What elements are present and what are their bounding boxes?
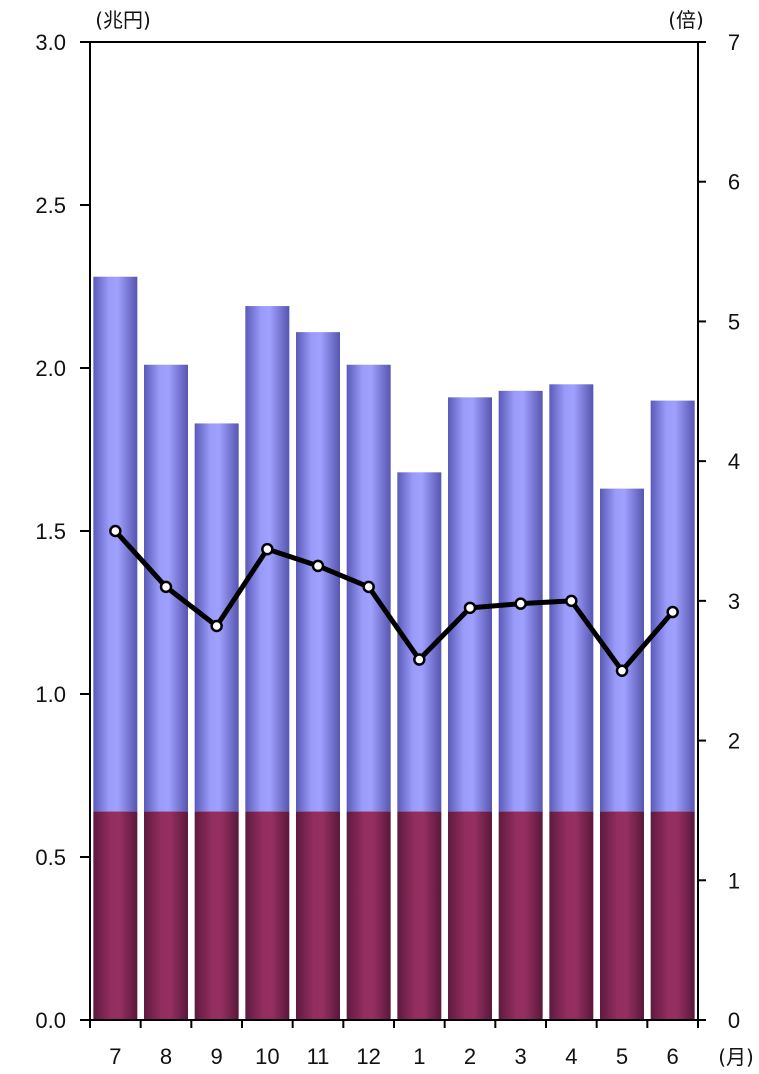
bar-top-9 xyxy=(194,423,239,812)
bar-top-10 xyxy=(245,306,290,812)
x-tick-label: 2 xyxy=(464,1044,476,1069)
bar-bottom-5 xyxy=(600,811,644,1020)
x-tick-label: 8 xyxy=(160,1044,172,1069)
bar-bottom-8 xyxy=(144,811,188,1020)
line-series xyxy=(113,529,675,674)
bar-bottom-3 xyxy=(498,811,543,1020)
line-point-12 xyxy=(362,580,375,594)
bar-bottom-6 xyxy=(650,811,695,1020)
bar-bottom-4 xyxy=(549,811,594,1020)
bar-bottom-7 xyxy=(93,811,138,1020)
right-tick-label: 7 xyxy=(728,30,740,55)
bars-layer xyxy=(93,276,695,1020)
right-tick-label: 1 xyxy=(728,868,740,893)
line-point-4 xyxy=(565,594,578,608)
x-tick-label: 5 xyxy=(616,1044,628,1069)
bar-bottom-9 xyxy=(194,811,239,1020)
bar-bottom-12 xyxy=(346,811,391,1020)
right-axis-unit-label: (倍) xyxy=(668,8,704,32)
line-point-6 xyxy=(666,605,679,619)
bar-bottom-1 xyxy=(397,811,442,1020)
line-point-8 xyxy=(159,580,173,594)
line-point-5 xyxy=(615,664,629,677)
right-tick-label: 6 xyxy=(728,170,740,195)
left-tick-label: 2.0 xyxy=(35,356,66,381)
x-tick-label: 11 xyxy=(307,1044,330,1069)
right-tick-label: 3 xyxy=(728,589,740,614)
bar-bottom-10 xyxy=(245,811,290,1020)
left-axis-unit-label: (兆円) xyxy=(95,8,151,32)
left-tick-label: 0.0 xyxy=(35,1008,66,1033)
line-point-7 xyxy=(109,524,122,538)
left-tick-label: 1.5 xyxy=(35,519,66,544)
line-point-2 xyxy=(463,601,477,615)
bar-top-7 xyxy=(93,276,138,812)
line-point-11 xyxy=(311,559,325,573)
right-tick-label: 5 xyxy=(728,309,740,334)
right-axis-ticks: 0 1 2 3 4 5 6 7 xyxy=(698,30,740,1033)
left-tick-label: 1.0 xyxy=(35,682,66,707)
line-point-3 xyxy=(514,597,527,610)
x-tick-label: 10 xyxy=(255,1044,279,1069)
right-tick-label: 0 xyxy=(728,1008,740,1033)
left-tick-label: 2.5 xyxy=(35,193,66,218)
x-tick-label: 12 xyxy=(356,1044,380,1069)
x-tick-label: 7 xyxy=(109,1044,121,1069)
bar-bottom-2 xyxy=(448,811,492,1020)
x-tick-label: 9 xyxy=(211,1044,223,1069)
line-layer xyxy=(109,524,679,677)
left-tick-label: 3.0 xyxy=(35,30,66,55)
x-axis-ticks: 7 8 9 10 11 12 1 2 3 4 5 6 xyxy=(89,1020,699,1069)
line-point-1 xyxy=(413,653,426,666)
right-tick-label: 4 xyxy=(728,449,740,474)
x-tick-label: 1 xyxy=(413,1044,425,1069)
left-tick-label: 0.5 xyxy=(35,845,66,870)
line-point-10 xyxy=(261,542,274,556)
right-tick-label: 2 xyxy=(728,729,740,754)
x-tick-label: 4 xyxy=(565,1044,577,1069)
x-axis-unit-label: (月) xyxy=(718,1045,754,1069)
left-axis-ticks: 0.0 0.5 1.0 1.5 2.0 2.5 3.0 xyxy=(35,30,90,1033)
bar-bottom-11 xyxy=(296,811,340,1020)
x-tick-label: 3 xyxy=(515,1044,527,1069)
line-point-9 xyxy=(210,619,223,633)
x-tick-label: 6 xyxy=(667,1044,679,1069)
